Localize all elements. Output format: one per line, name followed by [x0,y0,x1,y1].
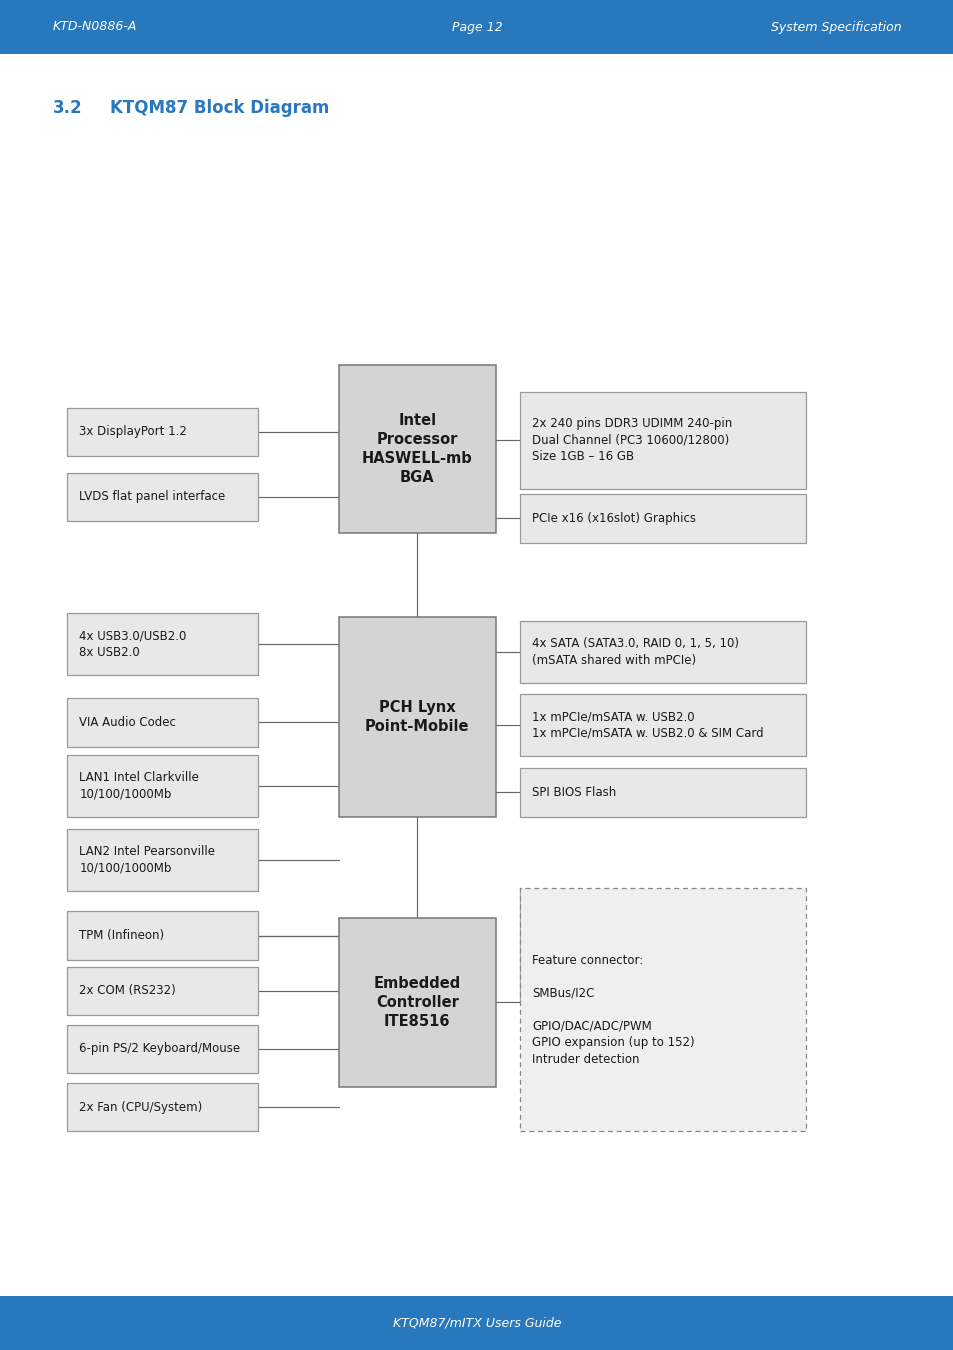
Bar [67,755,257,817]
Text: LVDS flat panel interface: LVDS flat panel interface [79,490,225,504]
Bar [519,768,805,817]
Bar [67,1025,257,1073]
Bar [67,967,257,1015]
Text: LAN1 Intel Clarkville
10/100/1000Mb: LAN1 Intel Clarkville 10/100/1000Mb [79,771,199,801]
Text: KTQM87 Block Diagram: KTQM87 Block Diagram [110,99,329,117]
Text: TPM (Infineon): TPM (Infineon) [79,929,164,942]
Text: LAN2 Intel Pearsonville
10/100/1000Mb: LAN2 Intel Pearsonville 10/100/1000Mb [79,845,215,875]
Bar [0,1296,953,1350]
Text: 1x mPCIe/mSATA w. USB2.0
1x mPCIe/mSATA w. USB2.0 & SIM Card: 1x mPCIe/mSATA w. USB2.0 1x mPCIe/mSATA … [532,710,763,740]
Text: VIA Audio Codec: VIA Audio Codec [79,716,176,729]
Bar [67,408,257,456]
Text: System Specification: System Specification [770,20,901,34]
Text: Intel
Processor
HASWELL-mb
BGA: Intel Processor HASWELL-mb BGA [361,413,473,485]
Text: Feature connector:

SMBus/I2C

GPIO/DAC/ADC/PWM
GPIO expansion (up to 152)
Intru: Feature connector: SMBus/I2C GPIO/DAC/AD… [532,954,694,1065]
Bar [338,617,496,817]
Text: PCIe x16 (x16slot) Graphics: PCIe x16 (x16slot) Graphics [532,512,696,525]
Bar [67,698,257,747]
Bar [519,392,805,489]
Text: 6-pin PS/2 Keyboard/Mouse: 6-pin PS/2 Keyboard/Mouse [79,1042,240,1056]
Text: KTQM87/mITX Users Guide: KTQM87/mITX Users Guide [393,1316,560,1330]
Bar [519,494,805,543]
Text: Embedded
Controller
ITE8516: Embedded Controller ITE8516 [374,976,460,1029]
Bar [0,0,953,54]
Bar [67,829,257,891]
Text: 3x DisplayPort 1.2: 3x DisplayPort 1.2 [79,425,187,439]
Text: 3.2: 3.2 [52,99,82,117]
Text: Page 12: Page 12 [451,20,502,34]
Bar [519,621,805,683]
Text: KTD-N0886-A: KTD-N0886-A [52,20,136,34]
Text: 2x 240 pins DDR3 UDIMM 240-pin
Dual Channel (PC3 10600/12800)
Size 1GB – 16 GB: 2x 240 pins DDR3 UDIMM 240-pin Dual Chan… [532,417,732,463]
Bar [519,694,805,756]
Text: SPI BIOS Flash: SPI BIOS Flash [532,786,616,799]
Text: 2x Fan (CPU/System): 2x Fan (CPU/System) [79,1100,202,1114]
Bar [67,472,257,521]
Bar [519,888,805,1131]
Text: 4x USB3.0/USB2.0
8x USB2.0: 4x USB3.0/USB2.0 8x USB2.0 [79,629,187,659]
Bar [67,613,257,675]
Text: PCH Lynx
Point-Mobile: PCH Lynx Point-Mobile [365,699,469,734]
Text: 4x SATA (SATA3.0, RAID 0, 1, 5, 10)
(mSATA shared with mPCIe): 4x SATA (SATA3.0, RAID 0, 1, 5, 10) (mSA… [532,637,739,667]
Bar [338,364,496,533]
Text: 2x COM (RS232): 2x COM (RS232) [79,984,175,998]
Bar [338,918,496,1087]
Bar [67,1083,257,1131]
Bar [67,911,257,960]
